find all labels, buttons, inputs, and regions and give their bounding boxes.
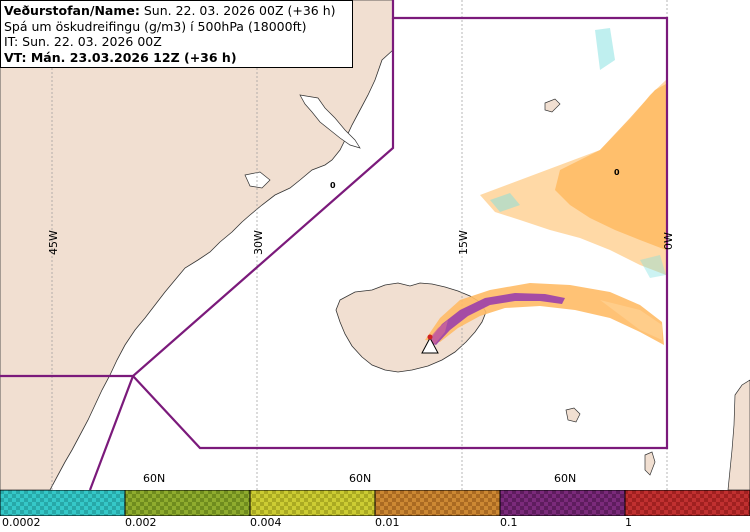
header-line-2: Spá um öskudreifingu (g/m3) í 500hPa (18…: [4, 18, 307, 34]
header-run: Sun. 22. 03. 2026 00Z (+36 h): [143, 3, 336, 18]
greenland-fjord: [299, 94, 361, 149]
lat-label-3: 60N: [554, 472, 576, 485]
greenland-land: [0, 0, 394, 491]
greenland-inlet: [244, 171, 271, 189]
lon-label-15w: 15W: [457, 230, 470, 255]
header-line-1: Veðurstofan/Name: Sun. 22. 03. 2026 00Z …: [4, 3, 349, 19]
legend-label-4: 0.1: [500, 516, 518, 529]
concentration-legend: [0, 490, 750, 516]
header-agency: Veðurstofan/Name:: [4, 3, 140, 18]
lat-label-1: 60N: [143, 472, 165, 485]
legend-label-3: 0.01: [375, 516, 400, 529]
legend-label-5: 1: [625, 516, 632, 529]
header-line-3: IT: Sun. 22. 03. 2026 00Z: [4, 34, 162, 49]
legend-swatch-3: [374, 490, 501, 516]
shetland: [644, 451, 656, 476]
legend-label-2: 0.004: [250, 516, 282, 529]
jan-mayen: [544, 98, 561, 113]
header-line-4: VT: Mán. 23.03.2026 12Z (+36 h): [4, 49, 237, 65]
lat-label-2: 60N: [349, 472, 371, 485]
lon-label-0w: 0W: [662, 232, 675, 250]
volcano-marker: [421, 334, 439, 354]
legend-swatch-2: [249, 490, 376, 516]
ash-plume: [425, 283, 664, 345]
advisory-boundary: [0, 0, 669, 491]
lon-label-30w: 30W: [252, 230, 265, 255]
lon-label-45w: 45W: [47, 230, 60, 255]
legend-swatch-5: [624, 490, 750, 516]
zero-marker-greenland: 0: [330, 181, 336, 190]
legend-swatch-1: [124, 490, 251, 516]
legend-label-1: 0.002: [125, 516, 157, 529]
legend-swatch-4: [499, 490, 626, 516]
zero-marker-east: 0: [614, 168, 620, 177]
legend-swatch-0: [0, 490, 126, 516]
legend-labels: 0.0002 0.002 0.004 0.01 0.1 1: [0, 515, 750, 532]
iceland-land: [335, 282, 487, 373]
faroe-islands: [565, 407, 581, 423]
ash-cloud-east: [480, 28, 666, 278]
map-header: Veðurstofan/Name: Sun. 22. 03. 2026 00Z …: [0, 0, 353, 68]
legend-label-0: 0.0002: [2, 516, 41, 529]
